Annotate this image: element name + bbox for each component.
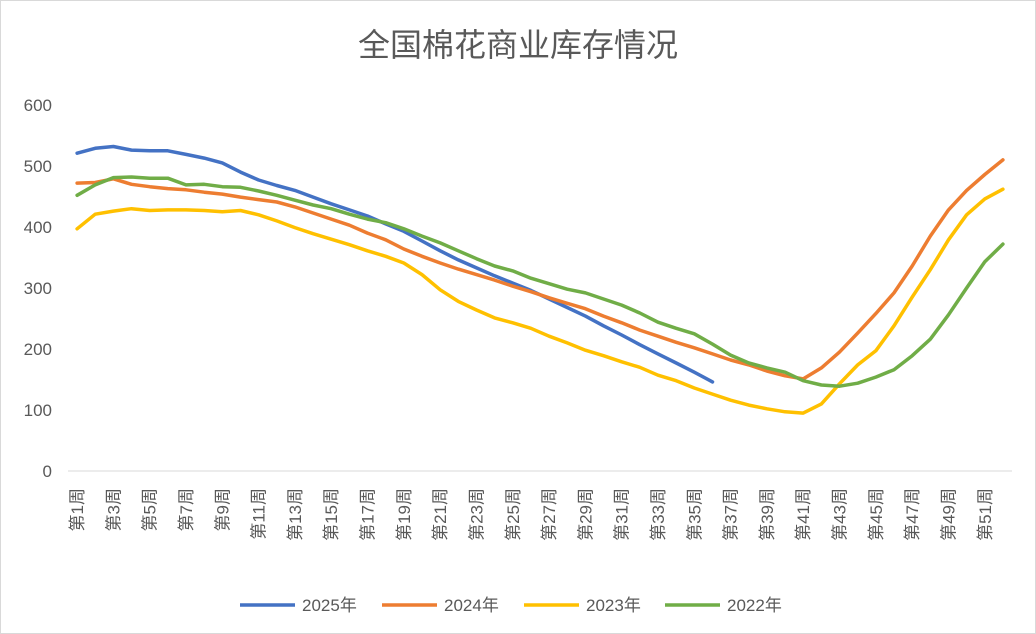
x-axis: 第1周 第3周 第5周 第7周 第9周 第11周 第13周 第15周 第17周 第19周 第21周第… (68, 470, 1012, 541)
x-tick-label: 第23周 (468, 488, 487, 541)
x-tick-label: 第49周 (940, 488, 959, 541)
legend-label-2023: 2023年 (586, 596, 641, 615)
x-tick-label: 第1周 (68, 488, 87, 531)
y-tick-label: 600 (24, 96, 52, 115)
legend-label-2022: 2022年 (727, 596, 782, 615)
x-tick-label: 第43周 (831, 488, 850, 541)
legend-label-2025: 2025年 (302, 596, 357, 615)
y-tick-label: 200 (24, 340, 52, 359)
x-tick-label: 第7周 (177, 488, 196, 531)
x-tick-label: 第29周 (576, 488, 595, 541)
x-tick-label: 第37周 (722, 488, 741, 541)
legend-item-2025: 2025年 (240, 596, 357, 615)
series-line-2023 (75, 187, 1005, 415)
x-tick-label: 第17周 (359, 488, 378, 541)
y-axis-labels: 0 100 200 300 400 500 600 (24, 96, 52, 481)
x-tick-label: 第3周 (104, 488, 123, 531)
x-tick-label: 第47周 (903, 488, 922, 541)
x-tick-label: 第21周 (431, 488, 450, 541)
legend-label-2024: 2024年 (444, 596, 499, 615)
legend-item-2022: 2022年 (665, 596, 782, 615)
x-tick-label: 第5周 (141, 488, 160, 531)
series-line-2025 (75, 144, 715, 384)
x-tick-label: 第15周 (322, 488, 341, 541)
legend-item-2024: 2024年 (382, 596, 499, 615)
plot-area (75, 144, 1005, 415)
x-tick-label: 第27周 (540, 488, 559, 541)
x-tick-label: 第51周 (976, 488, 995, 541)
x-tick-label: 第45周 (867, 488, 886, 541)
series-line-2022 (75, 175, 1005, 388)
x-tick-label: 第13周 (286, 488, 305, 541)
y-tick-label: 500 (24, 157, 52, 176)
x-tick-label: 第11周 (250, 488, 269, 540)
x-tick-label: 第9周 (213, 488, 232, 531)
x-tick-label: 第41周 (794, 488, 813, 541)
series-line-2024 (75, 158, 1005, 381)
legend: 2025年 2024年 2023年 2022年 (240, 596, 782, 615)
y-tick-label: 0 (43, 462, 52, 481)
chart-title: 全国棉花商业库存情况 (358, 27, 678, 63)
y-tick-label: 300 (24, 279, 52, 298)
x-tick-label: 第35周 (685, 488, 704, 541)
y-tick-label: 100 (24, 401, 52, 420)
x-tick-label: 第33周 (649, 488, 668, 541)
x-tick-label: 第31周 (613, 488, 632, 541)
legend-item-2023: 2023年 (524, 596, 641, 615)
x-tick-label: 第39周 (758, 488, 777, 541)
x-tick-label: 第19周 (395, 488, 414, 541)
y-tick-label: 400 (24, 218, 52, 237)
x-tick-label: 第25周 (504, 488, 523, 541)
